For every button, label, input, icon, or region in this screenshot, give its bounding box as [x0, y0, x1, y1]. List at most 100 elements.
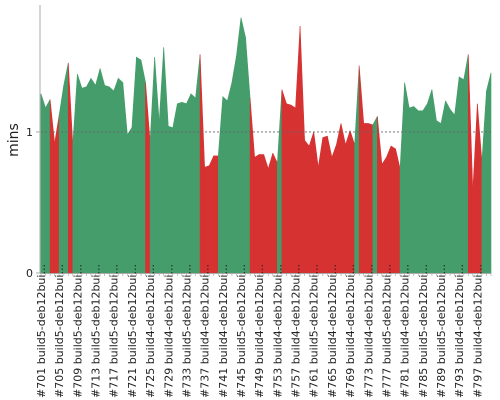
- area-segment: [386, 145, 392, 274]
- area-segment: [417, 110, 424, 274]
- area-segment: [99, 68, 105, 274]
- area-segment: [336, 123, 342, 274]
- area-segment: [249, 98, 255, 274]
- area-segment: [117, 77, 124, 274]
- area-segment: [254, 153, 260, 274]
- area-segment: [95, 68, 101, 274]
- axes-layer: [36, 5, 492, 276]
- area-segment: [267, 153, 274, 274]
- area-segment: [113, 78, 119, 274]
- area-segment: [322, 135, 328, 274]
- area-segment: [63, 62, 69, 274]
- area-segment: [372, 116, 378, 274]
- area-segment: [295, 26, 301, 274]
- x-tick-label: #797 build4-deb12bui...: [471, 264, 484, 398]
- area-segment: [258, 154, 265, 274]
- area-segment: [422, 102, 428, 274]
- area-segment: [454, 76, 460, 274]
- area-segment: [86, 78, 92, 274]
- x-tick-label: #729 build4-deb12bui...: [162, 264, 175, 398]
- area-segment: [272, 152, 278, 274]
- x-tick-label: #757 build4-deb12bui...: [290, 264, 303, 398]
- area-segment: [177, 101, 183, 274]
- area-segment: [208, 155, 215, 274]
- x-tick-label: #773 build4-deb12bui...: [362, 264, 375, 398]
- area-segment: [186, 93, 192, 274]
- x-tick-label: #765 build4-deb12bui...: [326, 264, 339, 398]
- area-segment: [58, 85, 65, 274]
- area-segment: [377, 116, 383, 274]
- area-segment: [399, 82, 405, 274]
- area-segment: [381, 156, 387, 274]
- area-segment: [45, 99, 51, 274]
- area-segment: [277, 89, 283, 274]
- area-segment: [304, 139, 310, 274]
- area-segment: [240, 17, 246, 274]
- x-tick-label: #705 build5-deb12bui...: [53, 264, 66, 398]
- x-tick-label: #777 build5-deb12bui...: [380, 264, 393, 398]
- x-tick-label: #737 build4-deb12bui...: [199, 264, 212, 398]
- area-segment: [477, 103, 483, 274]
- x-tick-label: #741 build4-deb12bui...: [217, 264, 230, 398]
- area-segment: [463, 54, 469, 274]
- area-segment: [345, 130, 351, 274]
- area-segment: [204, 165, 210, 274]
- x-tick-label: #753 build4-deb12bui...: [271, 264, 284, 398]
- area-segment: [77, 74, 83, 274]
- area-segment: [263, 154, 269, 274]
- area-segment: [190, 93, 196, 274]
- area-segment: [222, 95, 228, 274]
- area-segment: [431, 89, 437, 274]
- area-segment: [404, 82, 410, 274]
- y-axis-label: mins: [6, 123, 22, 157]
- x-tick-label: #793 build4-deb12bui...: [453, 264, 466, 398]
- x-tick-label: #713 build5-deb12bui...: [90, 264, 103, 398]
- area-segment: [195, 54, 201, 274]
- x-tick-label: #721 build5-deb12bui...: [126, 264, 139, 398]
- area-segment: [158, 47, 165, 274]
- area-segment: [163, 47, 169, 274]
- area-segment: [367, 123, 374, 274]
- x-tick-label: #717 build5-deb12bui...: [108, 264, 121, 398]
- area-segment: [363, 123, 369, 274]
- x-tick-label: #789 build5-deb12bui...: [435, 264, 448, 398]
- x-tick-label: #749 build4-deb12bui...: [253, 264, 266, 398]
- area-segment: [327, 136, 333, 274]
- x-tick-labels: #701 build5-deb12bui... #705 build5-deb12…: [35, 264, 484, 398]
- y-tick-labels: 01: [26, 126, 33, 280]
- area-series: [40, 17, 492, 274]
- area-segment: [67, 62, 74, 274]
- area-segment: [167, 125, 174, 274]
- area-segment: [354, 65, 360, 274]
- area-segment: [408, 106, 415, 274]
- area-segment: [440, 100, 446, 274]
- area-segment: [349, 130, 355, 274]
- area-segment: [286, 103, 292, 274]
- area-segment: [395, 148, 401, 274]
- area-segment: [299, 26, 305, 274]
- area-segment: [72, 74, 78, 274]
- area-segment: [467, 54, 474, 274]
- area-segment: [145, 82, 151, 274]
- area-segment: [472, 103, 478, 274]
- x-tick-label: #745 build5-deb12bui...: [235, 264, 248, 398]
- area-segment: [313, 131, 319, 274]
- x-tick-label: #709 build5-deb12bui...: [71, 264, 84, 398]
- area-segment: [108, 86, 115, 274]
- area-segment: [245, 37, 251, 274]
- area-segment: [331, 144, 337, 274]
- area-segment: [40, 93, 46, 274]
- area-segment: [81, 86, 87, 274]
- x-tick-label: #781 build4-deb12bui...: [399, 264, 412, 398]
- area-segment: [122, 82, 128, 274]
- area-segment: [436, 120, 442, 274]
- area-segment: [449, 108, 455, 274]
- area-segment: [236, 17, 242, 274]
- area-segment: [486, 72, 492, 274]
- area-segment: [413, 105, 419, 274]
- x-tick-label: #785 build5-deb12bui...: [417, 264, 430, 398]
- area-segment: [54, 114, 60, 274]
- area-segment: [140, 59, 146, 274]
- y-tick-label: 1: [26, 126, 33, 139]
